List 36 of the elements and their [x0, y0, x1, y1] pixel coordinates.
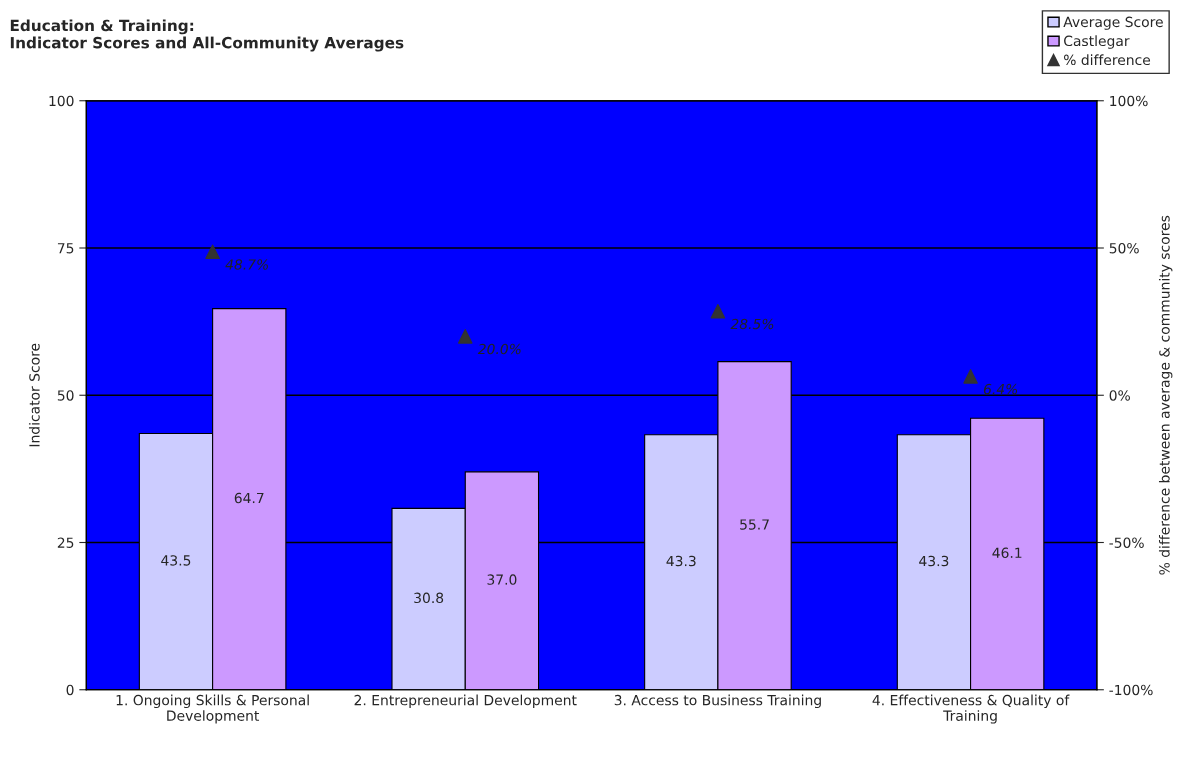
data-label: 55.7 [740, 519, 769, 530]
x-tick-label: 1. Ongoing Skills & Personal Development [116, 694, 309, 724]
y2-tick-label: 0% [1109, 390, 1130, 401]
point [457, 329, 473, 344]
point [710, 304, 726, 319]
data-label: 46.1 [992, 547, 1022, 559]
point [963, 369, 978, 384]
data-label: 6.4% [983, 383, 1018, 395]
y2-tick-label: 50% [1109, 242, 1139, 254]
x-tick-label: 2. Entrepreneurial Development [354, 694, 577, 709]
data-label: 37.0 [487, 574, 517, 585]
point [205, 244, 220, 260]
y-tick-label: 50 [57, 390, 74, 401]
data-label: 43.3 [919, 555, 949, 567]
data-label: 28.5% [730, 318, 774, 330]
data-label: 30.8 [414, 592, 444, 604]
data-label: 20.0% [477, 343, 521, 355]
y-tick-label: 100 [49, 95, 74, 107]
data-label: 48.7% [225, 259, 268, 270]
y2-axis-title: % difference between average & community scores [1158, 215, 1173, 575]
data-label: 43.3 [666, 555, 696, 567]
y-tick-label: 75 [57, 243, 74, 254]
chart-title: Education & Training: Indicator Scores and All-Community Averages [10, 19, 404, 52]
y2-tick-label: 100% [1110, 95, 1148, 107]
legend-label: % difference [1064, 54, 1151, 66]
y-axis-title: Indicator Score [28, 343, 40, 447]
y-tick-label: 0 [66, 684, 74, 696]
data-label: 43.5 [161, 555, 191, 566]
data-label: 64.7 [234, 492, 264, 504]
y2-tick-label: -50% [1109, 537, 1144, 548]
legend-label: Castlegar [1064, 35, 1130, 49]
y-tick-label: 25 [57, 537, 74, 548]
x-tick-label: 4. Effectiveness & Quality of Training [872, 694, 1070, 724]
x-tick-label: 3. Access to Business Training [614, 694, 821, 709]
legend-label: Average Score [1063, 16, 1163, 30]
y2-tick-label: -100% [1109, 684, 1153, 696]
